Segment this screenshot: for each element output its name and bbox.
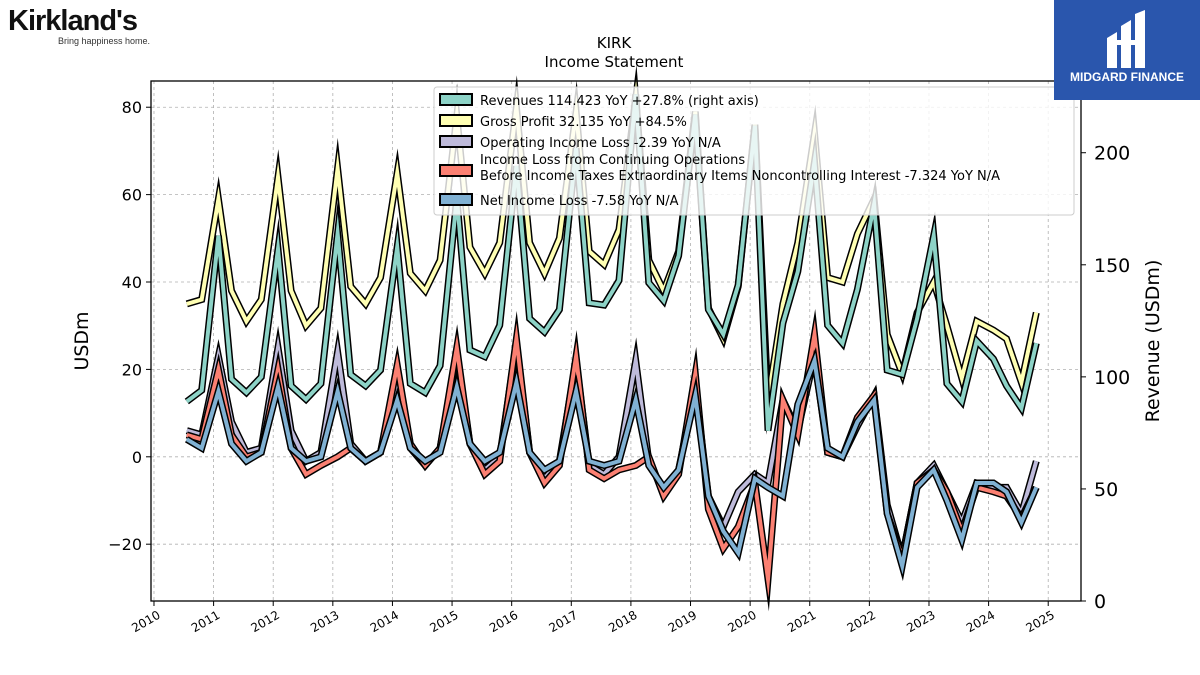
y2-tick-label: 150 [1094,255,1130,277]
y2-tick-label: 50 [1094,479,1118,501]
series-4 [185,347,1040,582]
x-tick-label: 2021 [785,608,818,635]
y-tick-label: 80 [122,98,142,117]
series-line [185,352,1039,575]
x-tick-label: 2013 [308,608,341,635]
chart-title: KIRK [597,34,633,52]
legend-entry: Net Income Loss -7.58 YoY N/A [480,194,679,209]
midgard-logo-icon [1107,10,1145,68]
chart-subtitle: Income Statement [545,53,684,71]
x-tick-label: 2022 [845,608,878,635]
y-tick-label: 40 [122,273,142,292]
x-tick-label: 2025 [1023,608,1056,635]
y2-tick-label: 0 [1094,591,1106,613]
kirklands-logo-word: Kirkland's [8,5,138,37]
x-tick-label: 2010 [129,608,162,635]
legend-frame [433,86,1075,216]
x-tick-label: 2016 [487,608,520,635]
kirklands-logo: Kirkland's Bring happiness home. [8,6,158,46]
legend-swatch [439,93,473,106]
y-tick-label: 20 [122,360,142,379]
legend-swatch [439,114,473,127]
x-tick-label: 2024 [964,608,997,635]
midgard-finance-logo: MIDGARD FINANCE [1054,0,1200,100]
legend-swatch [439,164,473,177]
series-lines [184,64,1040,612]
series-1 [185,64,1040,435]
legend-swatch [439,193,473,206]
legend-entry: Operating Income Loss -2.39 YoY N/A [480,136,721,151]
legend-entry: Income Loss from Continuing Operations Be… [480,153,1000,184]
x-tick-label: 2015 [427,608,460,635]
y-axis-ticks: −20 0 20 40 60 80 [108,98,151,554]
chart-legend: Revenues 114.423 YoY +27.8% (right axis)… [433,86,1075,216]
legend-swatch [439,135,473,148]
x-tick-label: 2023 [904,608,937,635]
legend-entry: Revenues 114.423 YoY +27.8% (right axis) [480,94,759,109]
plot-frame [150,80,1082,602]
legend-entry: Gross Profit 32.135 YoY +84.5% [480,115,687,130]
y-tick-label: −20 [108,535,142,554]
y2-tick-label: 200 [1094,143,1130,165]
kirklands-logo-tagline: Bring happiness home. [58,36,151,46]
midgard-logo-name: MIDGARD FINANCE [1070,70,1184,84]
x-tick-label: 2011 [189,608,222,635]
series-0 [184,94,1040,432]
series-line [185,94,1039,431]
y-axis-label: USDm [71,311,93,370]
x-tick-label: 2014 [368,608,401,635]
y2-axis-ticks: 0 50 100 150 200 [1081,143,1130,613]
x-tick-label: 2012 [248,608,281,635]
y2-axis-label: Revenue (USDm) [1142,260,1164,423]
y-tick-label: 0 [132,448,142,467]
x-axis-ticks: 2010 2011 2012 2013 2014 2015 2016 2017 2018 2019… [129,601,1057,635]
x-tick-label: 2018 [606,608,639,635]
x-tick-label: 2020 [725,608,758,635]
y-tick-label: 60 [122,186,142,205]
x-tick-label: 2019 [666,608,699,635]
series-line [186,79,1039,420]
x-tick-label: 2017 [547,608,580,635]
y2-tick-label: 100 [1094,367,1130,389]
